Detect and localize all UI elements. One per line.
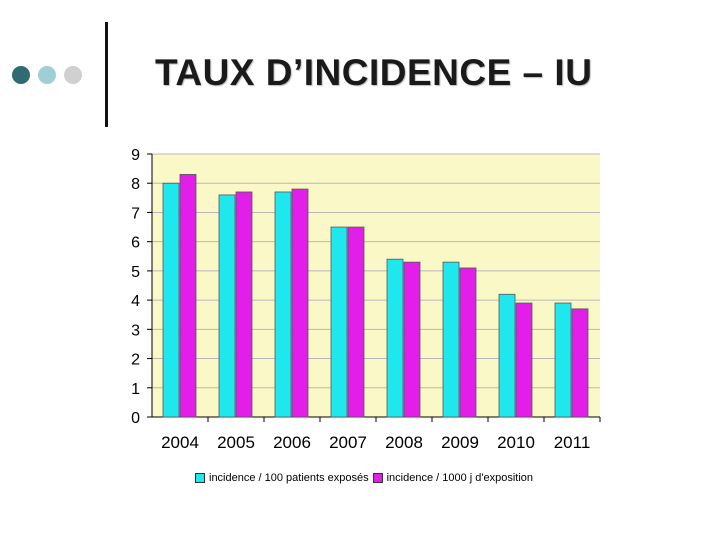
bar-series-2 [403, 261, 421, 418]
legend-item-series-2: incidence / 1000 j d'exposition [372, 472, 534, 484]
y-tick-label: 5 [131, 264, 140, 281]
y-tick-label: 3 [131, 322, 140, 339]
x-tick-label: 2010 [497, 433, 535, 452]
x-tick-label: 2006 [273, 433, 311, 452]
y-tick-label: 7 [131, 205, 140, 222]
x-tick-label: 2008 [385, 433, 423, 452]
bar-series-2 [347, 226, 365, 418]
x-tick-label: 2005 [217, 433, 255, 452]
bar-series-1 [554, 302, 572, 418]
bar-series-2 [291, 188, 309, 418]
x-tick-label: 2004 [161, 433, 199, 452]
y-tick-label: 8 [131, 176, 140, 193]
x-tick-label: 2007 [329, 433, 367, 452]
bar-series-1 [274, 191, 292, 418]
bar-series-1 [330, 226, 348, 418]
y-tick-label: 9 [131, 147, 140, 164]
y-tick-label: 1 [131, 381, 140, 398]
title-divider-line [105, 22, 108, 127]
legend-swatch-series-2 [372, 473, 383, 483]
bar-series-2 [459, 267, 477, 418]
y-tick-label: 6 [131, 235, 140, 252]
bar-series-1 [442, 261, 460, 418]
bar-series-2 [235, 191, 253, 418]
y-tick-label: 4 [131, 293, 140, 310]
bar-series-1 [386, 258, 404, 418]
x-tick-label: 2011 [554, 433, 591, 452]
legend-swatch-series-1 [195, 473, 205, 483]
y-tick-label: 0 [131, 410, 140, 427]
chart-legend: incidence / 100 patients exposés inciden… [195, 472, 537, 484]
legend-label-series-2: incidence / 1000 j d'exposition [386, 472, 534, 484]
bar-series-2 [515, 302, 533, 418]
x-tick-label: 2009 [441, 433, 479, 452]
bar-series-2 [179, 174, 197, 418]
decor-dot-grey [64, 66, 82, 84]
y-tick-label: 2 [131, 352, 140, 369]
bar-series-1 [218, 194, 236, 418]
bar-series-2 [571, 308, 589, 418]
decor-dot-light [38, 66, 56, 84]
decor-dot-dark [12, 66, 30, 84]
slide-title: TAUX D’INCIDENCE – IU [155, 52, 593, 93]
legend-item-series-1: incidence / 100 patients exposés [195, 472, 369, 484]
bar-series-1 [162, 182, 180, 418]
decorative-dots [12, 66, 82, 84]
legend-label-series-1: incidence / 100 patients exposés [209, 472, 369, 484]
bar-series-1 [498, 293, 516, 418]
